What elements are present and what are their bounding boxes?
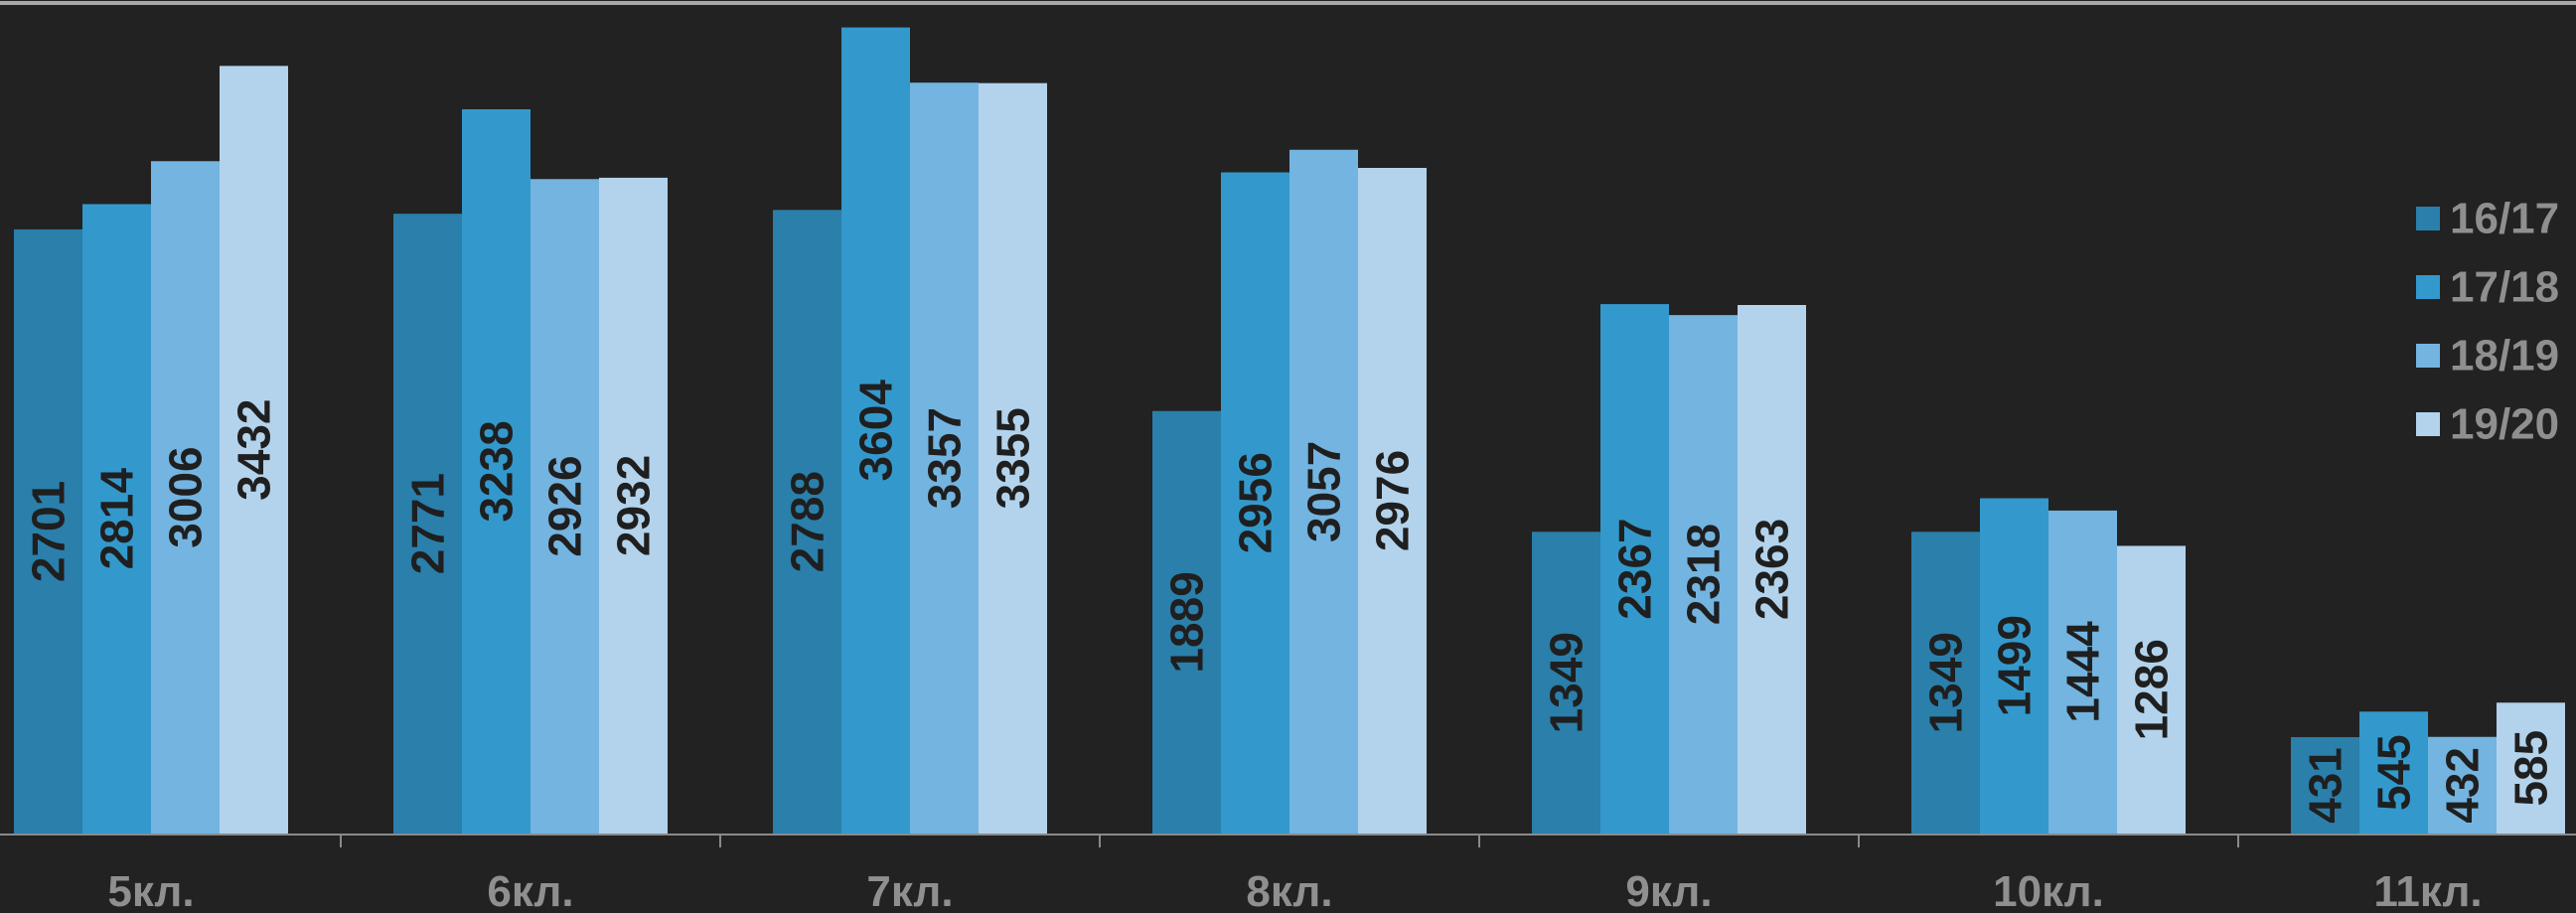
bars-layer xyxy=(14,27,2565,835)
bar-19-20-1 xyxy=(599,177,668,834)
bar-17-18-3 xyxy=(1221,172,1289,835)
bar-value-label: 2771 xyxy=(402,473,454,574)
bar-value-label: 3357 xyxy=(919,407,971,509)
bar-18-19-0 xyxy=(151,161,220,834)
bar-17-18-5 xyxy=(1980,498,2048,834)
category-label: 11кл. xyxy=(2373,867,2482,913)
bar-value-label: 2788 xyxy=(782,471,833,572)
bar-value-label: 585 xyxy=(2505,730,2557,807)
bar-value-label: 1349 xyxy=(1541,632,1592,733)
bar-value-label: 3432 xyxy=(228,398,280,500)
bar-value-label: 2367 xyxy=(1609,518,1661,619)
bar-value-label: 1349 xyxy=(1920,632,1972,733)
bar-value-label: 3604 xyxy=(850,380,902,482)
bar-16-17-6 xyxy=(2291,736,2359,834)
bar-labels-layer: 2701 2814 3006 3432 2771 3238 2926 2932 2788 3604… xyxy=(23,380,2557,824)
category-label: 9кл. xyxy=(1625,867,1712,913)
bar-17-18-0 xyxy=(82,204,151,834)
legend-swatch xyxy=(2416,344,2440,368)
bar-19-20-3 xyxy=(1358,167,1427,835)
bar-value-label: 2814 xyxy=(91,468,143,570)
bar-value-label: 2701 xyxy=(23,481,75,582)
bar-value-label: 3006 xyxy=(160,446,212,547)
bar-16-17-5 xyxy=(1911,532,1980,834)
bar-value-label: 3238 xyxy=(471,420,523,522)
bar-18-19-5 xyxy=(2048,510,2117,834)
bar-value-label: 1499 xyxy=(1989,615,2041,716)
legend-label: 17/18 xyxy=(2450,263,2559,312)
legend-swatch xyxy=(2416,275,2440,299)
bar-18-19-6 xyxy=(2428,736,2497,834)
legend-swatch xyxy=(2416,207,2440,230)
bar-value-label: 2956 xyxy=(1230,452,1282,553)
legend-label: 18/19 xyxy=(2450,332,2559,380)
bar-16-17-3 xyxy=(1152,410,1221,834)
bar-value-label: 2926 xyxy=(539,455,591,556)
legend-label: 19/20 xyxy=(2450,400,2559,449)
bar-18-19-3 xyxy=(1289,149,1358,834)
bar-19-20-6 xyxy=(2497,702,2565,834)
bar-18-19-1 xyxy=(530,179,599,835)
bar-value-label: 1286 xyxy=(2126,639,2178,740)
category-label: 10кл. xyxy=(1993,867,2104,913)
bar-value-label: 3355 xyxy=(987,407,1039,509)
bar-18-19-2 xyxy=(910,82,979,835)
bar-16-17-0 xyxy=(14,228,82,834)
bar-17-18-1 xyxy=(462,109,530,835)
category-label: 8кл. xyxy=(1246,867,1332,913)
legend-label: 16/17 xyxy=(2450,195,2559,243)
bar-value-label: 2932 xyxy=(608,455,660,556)
bar-17-18-6 xyxy=(2359,711,2428,834)
category-label: 7кл. xyxy=(866,867,953,913)
bar-value-label: 3057 xyxy=(1298,441,1350,542)
bar-18-19-4 xyxy=(1669,315,1738,835)
bar-value-label: 2363 xyxy=(1746,519,1798,620)
bar-17-18-2 xyxy=(841,27,910,834)
bar-16-17-2 xyxy=(773,210,841,835)
bar-17-18-4 xyxy=(1600,304,1669,834)
x-axis-categories: 5кл. 6кл. 7кл. 8кл. 9кл. 10кл. 11кл. xyxy=(107,867,2482,913)
bar-value-label: 1444 xyxy=(2057,621,2109,723)
category-label: 5кл. xyxy=(107,867,194,913)
bar-19-20-0 xyxy=(220,66,288,834)
bar-16-17-1 xyxy=(393,214,462,834)
bar-value-label: 2318 xyxy=(1678,524,1730,625)
bar-value-label: 431 xyxy=(2300,747,2351,824)
bar-value-label: 432 xyxy=(2437,747,2489,824)
legend-swatch xyxy=(2416,412,2440,436)
bar-19-20-2 xyxy=(979,82,1047,834)
bar-19-20-4 xyxy=(1738,305,1806,834)
x-axis-ticks xyxy=(340,834,2239,847)
legend: 16/17 17/18 18/19 19/20 xyxy=(2416,195,2559,449)
bar-16-17-4 xyxy=(1532,532,1600,834)
bar-19-20-5 xyxy=(2117,545,2186,834)
bar-value-label: 2976 xyxy=(1367,450,1419,551)
bar-value-label: 545 xyxy=(2368,734,2420,811)
bar-value-label: 1889 xyxy=(1161,571,1213,673)
category-label: 6кл. xyxy=(487,867,573,913)
